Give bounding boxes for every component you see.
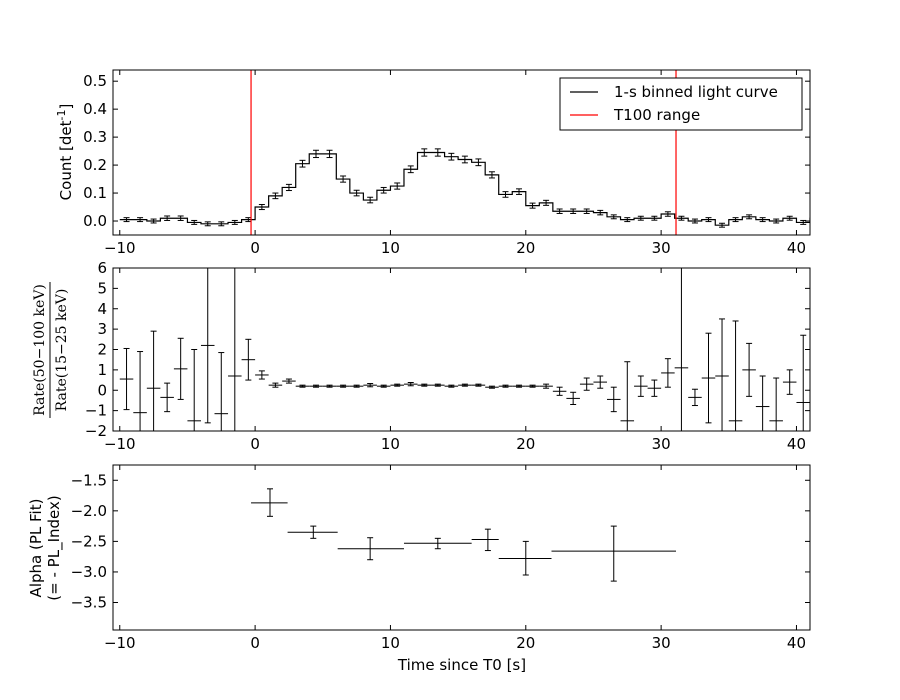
x-tick-label: 10 [381,239,400,257]
y-tick-label: 0 [97,381,107,399]
ylabel-denominator: Rate(15−25 keV) [54,289,70,412]
legend: 1-s binned light curve T100 range [559,77,803,131]
x-tick-label: −10 [104,634,136,652]
y-tick-label: −2.0 [71,502,107,520]
x-tick-label: −10 [104,239,136,257]
alpha-ylabel-line1: Alpha (PL Fit) [27,499,45,598]
hardness-ratio-data [119,268,810,431]
y-tick-label: 0.5 [83,72,107,90]
y-tick-label: 6 [97,259,107,277]
legend-label-light-curve: 1-s binned light curve [614,83,778,101]
alpha-ticks: −10 0 10 20 30 40 −3.5 −3.0 −2.5 −2.0 −1.5 [71,465,810,652]
y-tick-label: 0.1 [83,184,107,202]
y-tick-label: −1.5 [71,471,107,489]
x-tick-label: 30 [652,435,671,453]
x-tick-label: 0 [250,239,260,257]
y-tick-label: −1 [85,402,107,420]
legend-label-t100: T100 range [613,106,700,124]
light-curve-axes-frame [112,69,811,236]
y-tick-label: 3 [97,320,107,338]
y-tick-label: −3.0 [71,563,107,581]
y-tick-label: −3.5 [71,594,107,612]
y-tick-label: 1 [97,361,107,379]
x-tick-label: −10 [104,435,136,453]
x-tick-label: 40 [787,239,806,257]
alpha-axes-frame [112,464,811,631]
y-tick-label: 0.3 [83,128,107,146]
x-tick-label: 40 [787,435,806,453]
alpha-data [251,488,677,582]
y-tick-label: −2 [85,422,107,440]
x-tick-label: 30 [652,239,671,257]
x-tick-label: 40 [787,634,806,652]
light-curve-panel: −10 0 10 20 30 40 0.0 0.1 0.2 0.3 0.4 0.5 Count [de… [55,69,811,257]
ylabel-numerator: Rate(50−100 keV) [32,284,48,416]
y-tick-label: 0.2 [83,156,107,174]
y-tick-label: 2 [97,341,107,359]
y-tick-label: 5 [97,279,107,297]
x-tick-label: 20 [516,239,535,257]
x-tick-label: 10 [381,634,400,652]
x-tick-label: 0 [250,435,260,453]
x-tick-label: 10 [381,435,400,453]
alpha-ylabel-line2: (= - PL_Index) [45,495,64,600]
light-curve-ylabel: Count [det-1] [55,104,75,201]
y-tick-label: 4 [97,300,107,318]
y-tick-label: 0.0 [83,212,107,230]
alpha-panel: −10 0 10 20 30 40 −3.5 −3.0 −2.5 −2.0 −1.5 Alpha (… [27,464,811,674]
y-tick-label: 0.4 [83,100,107,118]
light-curve-data [119,70,810,235]
legend-box [559,77,803,131]
light-curve-line [119,151,810,226]
x-tick-label: 0 [250,634,260,652]
x-tick-label: 30 [652,634,671,652]
x-tick-label: 20 [516,634,535,652]
x-axis-label: Time since T0 [s] [397,656,526,674]
y-tick-label: −2.5 [71,532,107,550]
hardness-ratio-axes-frame [112,267,811,432]
light-curve-ticks: −10 0 10 20 30 40 0.0 0.1 0.2 0.3 0.4 0.5 [83,70,810,257]
hardness-ratio-ylabel: Rate(50−100 keV) Rate(15−25 keV) [32,282,70,418]
x-tick-label: 20 [516,435,535,453]
